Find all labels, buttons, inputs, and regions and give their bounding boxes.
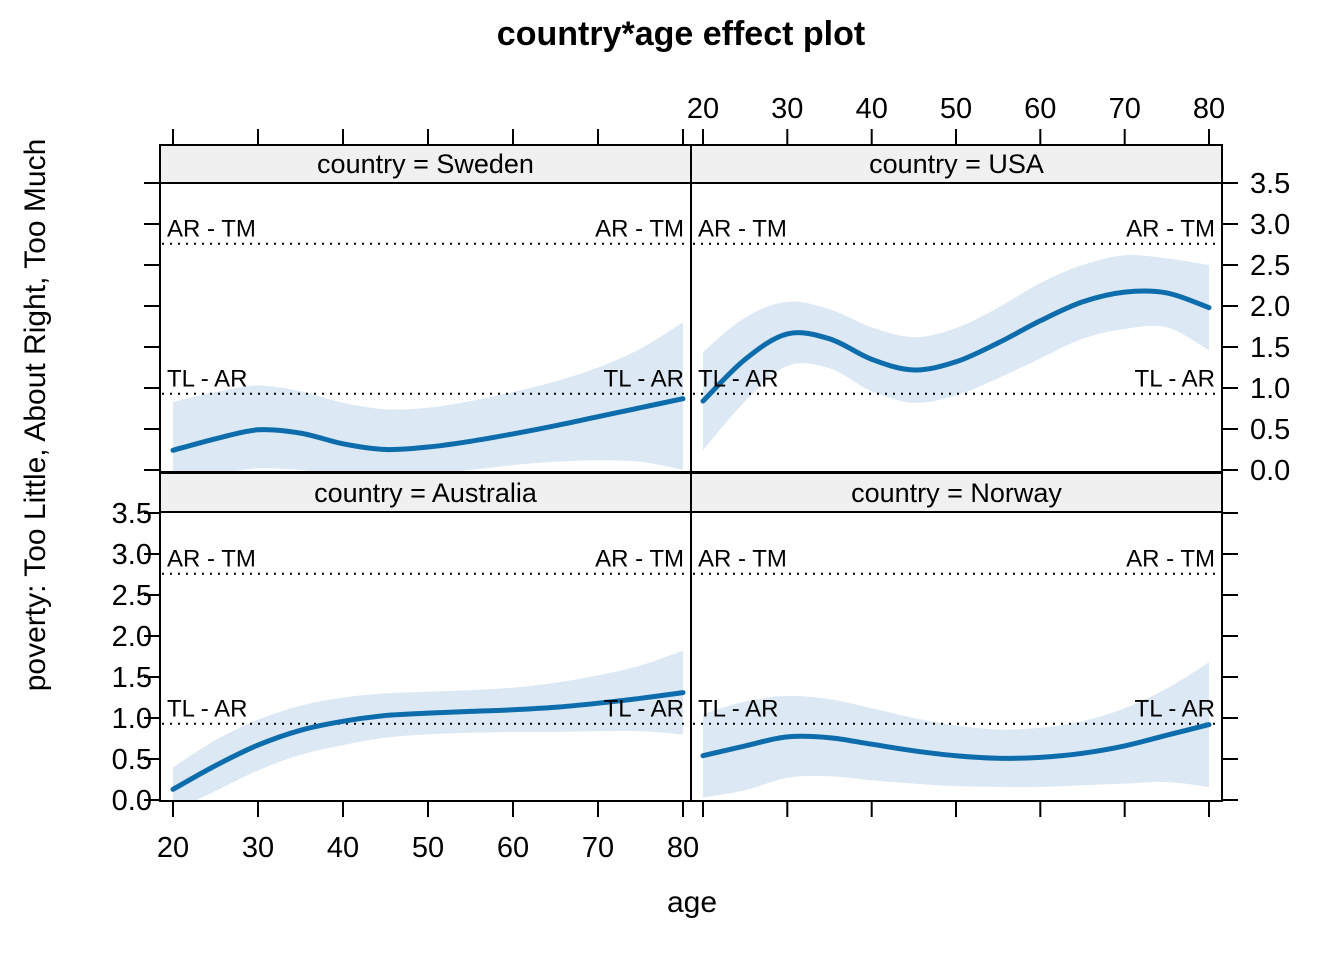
x-axis-label: age bbox=[667, 886, 717, 919]
panels-layer: AR - TM AR - TM TL - AR TL - AR country = Sw… bbox=[112, 93, 1291, 864]
fitted-line bbox=[700, 722, 1212, 761]
reference-line-label: AR - TM bbox=[595, 216, 684, 243]
y-tick-label-left: 0.5 bbox=[112, 744, 152, 776]
reference-line-label: TL - AR bbox=[167, 366, 247, 393]
x-tick-label-top: 40 bbox=[856, 93, 888, 125]
reference-line-label: AR - TM bbox=[1126, 546, 1215, 573]
panel-strip bbox=[159, 472, 692, 513]
x-tick-label-bottom: 70 bbox=[582, 832, 614, 864]
confidence-band bbox=[173, 322, 683, 471]
x-tick-label-top: 70 bbox=[1109, 93, 1141, 125]
x-tick-label-bottom: 60 bbox=[497, 832, 529, 864]
confidence-band bbox=[173, 650, 683, 800]
x-tick-label-top: 20 bbox=[687, 93, 719, 125]
reference-line-label: TL - AR bbox=[604, 366, 684, 393]
y-tick-label-left: 1.5 bbox=[112, 662, 152, 694]
confidence-band bbox=[703, 662, 1209, 798]
panel-strip-label: country = Sweden bbox=[317, 149, 534, 179]
y-tick-label-right: 2.5 bbox=[1250, 250, 1290, 282]
x-tick-label-bottom: 30 bbox=[242, 832, 274, 864]
y-tick-label-left: 0.0 bbox=[112, 785, 152, 817]
y-tick-label-right: 2.0 bbox=[1250, 291, 1290, 323]
reference-line-label: AR - TM bbox=[698, 546, 787, 573]
y-tick-label-right: 0.0 bbox=[1250, 455, 1290, 487]
reference-line-label: TL - AR bbox=[167, 696, 247, 723]
axes-layer: 20 30 40 50 60 70 80 20 30 40 50 60 70 80 0.0 0.5 1.0 1.5… bbox=[112, 93, 1291, 864]
confidence-band bbox=[703, 254, 1209, 451]
fitted-line bbox=[170, 690, 686, 792]
panel-norway: AR - TM AR - TM TL - AR TL - AR country = No… bbox=[690, 472, 1223, 802]
reference-line-label: TL - AR bbox=[604, 696, 684, 723]
panel-australia: AR - TM AR - TM TL - AR TL - AR country = Au… bbox=[159, 472, 692, 802]
fitted-line bbox=[700, 288, 1212, 404]
y-axis-label: poverty: Too Little, About Right, Too Mu… bbox=[19, 139, 52, 692]
panel-strip-label: country = Norway bbox=[851, 478, 1062, 508]
y-tick-label-left: 2.5 bbox=[112, 580, 152, 612]
fitted-line bbox=[170, 396, 686, 453]
x-tick-label-bottom: 20 bbox=[157, 832, 189, 864]
reference-line-label: AR - TM bbox=[595, 546, 684, 573]
y-tick-label-right: 1.5 bbox=[1250, 332, 1290, 364]
reference-line-label: TL - AR bbox=[1135, 696, 1215, 723]
y-tick-label-left: 3.5 bbox=[112, 498, 152, 530]
panel-sweden: AR - TM AR - TM TL - AR TL - AR country = Sw… bbox=[159, 144, 692, 473]
panel-strip-label: country = Australia bbox=[314, 478, 538, 508]
reference-line-label: AR - TM bbox=[698, 216, 787, 243]
reference-line-label: TL - AR bbox=[698, 366, 778, 393]
panel-usa: AR - TM AR - TM TL - AR TL - AR country = US… bbox=[690, 144, 1223, 473]
x-tick-label-top: 30 bbox=[771, 93, 803, 125]
x-tick-label-top: 80 bbox=[1193, 93, 1225, 125]
panel-strip bbox=[690, 472, 1223, 513]
chart-title: country*age effect plot bbox=[497, 15, 865, 53]
x-tick-label-top: 60 bbox=[1024, 93, 1056, 125]
reference-line-label: TL - AR bbox=[698, 696, 778, 723]
y-tick-label-left: 1.0 bbox=[112, 703, 152, 735]
x-tick-label-bottom: 80 bbox=[667, 832, 699, 864]
y-tick-label-right: 0.5 bbox=[1250, 414, 1290, 446]
reference-line-label: AR - TM bbox=[167, 546, 256, 573]
y-tick-label-right: 3.5 bbox=[1250, 168, 1290, 200]
panel-strip-label: country = USA bbox=[869, 149, 1044, 179]
y-tick-label-left: 2.0 bbox=[112, 621, 152, 653]
x-tick-label-bottom: 40 bbox=[327, 832, 359, 864]
y-tick-label-right: 3.0 bbox=[1250, 209, 1290, 241]
reference-line-label: TL - AR bbox=[1135, 366, 1215, 393]
reference-line-label: AR - TM bbox=[167, 216, 256, 243]
reference-line-label: AR - TM bbox=[1126, 216, 1215, 243]
y-tick-label-right: 1.0 bbox=[1250, 373, 1290, 405]
x-tick-label-bottom: 50 bbox=[412, 832, 444, 864]
panel-strip bbox=[159, 144, 692, 184]
y-tick-label-left: 3.0 bbox=[112, 539, 152, 571]
x-tick-label-top: 50 bbox=[940, 93, 972, 125]
